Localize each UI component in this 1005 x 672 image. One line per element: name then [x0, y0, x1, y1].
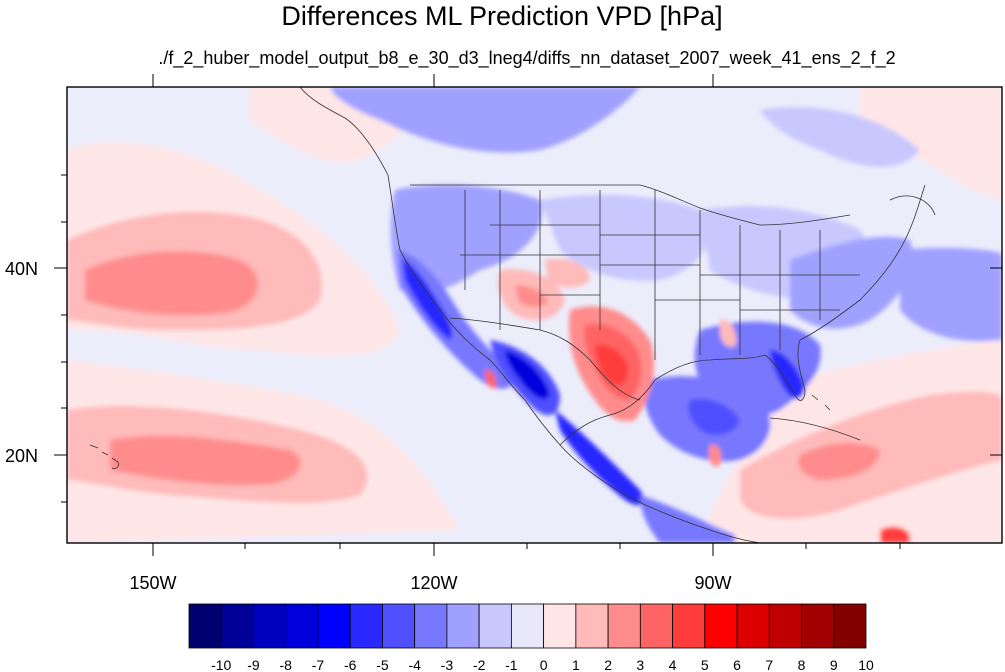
colorbar-label: 7 [765, 657, 773, 672]
colorbar-label: 1 [572, 657, 580, 672]
axis-ticks [54, 74, 1002, 556]
colorbar-labels: -10 -9 -8 -7 -6 -5 -4 -3 -2 -1 0 1 2 3 4 5 6 7 8 9 10 [211, 657, 874, 672]
colorbar-label: 3 [636, 657, 644, 672]
us-canada-border [410, 184, 851, 226]
colorbar-label: -9 [247, 657, 260, 672]
newfoundland-coast [889, 195, 936, 216]
region-red-pacific-north-core [85, 251, 259, 316]
colorbar-swatch [833, 603, 867, 649]
region-blue-atlantic-east [900, 247, 1002, 342]
colorbar-swatch [704, 603, 738, 649]
colorbar-swatch [575, 603, 609, 649]
colorbar-swatch [768, 603, 802, 649]
colorbar-label: -1 [505, 657, 518, 672]
colorbar-label: 10 [858, 657, 874, 672]
state-lines-central [599, 190, 740, 360]
colorbar-swatch [253, 603, 287, 649]
colorbar-label: 4 [669, 657, 677, 672]
colorbar-swatch [414, 603, 448, 649]
colorbar-label: 6 [733, 657, 741, 672]
colorbar-label: -4 [408, 657, 421, 672]
region-red-ohio-valley [720, 319, 737, 347]
colorbar-swatch [382, 603, 416, 649]
colorbar-label: -7 [312, 657, 325, 672]
region-blue-western-us [390, 184, 542, 294]
colorbar-swatch [672, 603, 706, 649]
region-red-pacific-south-core [110, 435, 301, 486]
colorbar-label: -8 [279, 657, 292, 672]
region-blue-baja-core [505, 350, 550, 400]
bahamas-coast [811, 394, 831, 411]
region-blue-central-america [640, 495, 735, 543]
colorbar-label: 5 [701, 657, 709, 672]
region-blue-north-pacific [330, 87, 640, 153]
lon-label-150w: 150W [129, 573, 176, 593]
lon-label-120w: 120W [410, 573, 457, 593]
colorbar-swatch [349, 603, 383, 649]
coastlines-and-borders [89, 87, 936, 543]
colorbar-swatch [639, 603, 673, 649]
vpd-difference-field [67, 87, 1002, 543]
region-blue-mexico-sierra [555, 410, 645, 506]
state-lines-west [460, 190, 600, 330]
region-red-caribbean-spot [880, 526, 910, 543]
colorbar-label: -5 [376, 657, 389, 672]
region-red-yucatan-spot [708, 444, 722, 467]
map-subtitle: ./f_2_huber_model_output_b8_e_30_d3_lneg… [158, 48, 895, 69]
gulf-coastline [559, 184, 926, 446]
state-lines-east [700, 225, 860, 355]
colorbar-swatch [478, 603, 512, 649]
colorbar-swatch [285, 603, 319, 649]
colorbar-label: 2 [604, 657, 612, 672]
colorbar-swatch [220, 603, 254, 649]
cuba-coastline [769, 417, 861, 441]
region-blue-plains [540, 194, 708, 281]
colorbar-label: 0 [540, 657, 548, 672]
colorbar-swatch [510, 603, 545, 649]
region-blue-california-core [402, 258, 452, 340]
map-title: Differences ML Prediction VPD [hPa] [281, 1, 722, 31]
lat-label-20n: 20N [5, 446, 38, 466]
region-blue-east-coast [790, 236, 913, 329]
region-blue-florida [770, 350, 805, 400]
colorbar-label: -3 [441, 657, 454, 672]
region-blue-northeast [760, 106, 920, 167]
hawaii-islands [89, 444, 119, 469]
region-red-texas-core [595, 344, 629, 386]
region-red-atlantic-core [798, 443, 880, 480]
colorbar-label: -2 [473, 657, 486, 672]
colorbar-swatch [543, 603, 577, 649]
region-red-colorado [545, 258, 590, 288]
map-area [67, 87, 1002, 543]
colorbar-swatch [736, 603, 770, 649]
colorbar-swatch [607, 603, 641, 649]
colorbar-label: -10 [211, 657, 231, 672]
region-blue-gulf-core [688, 398, 740, 436]
region-pale-pink-northeast [860, 87, 1002, 200]
colorbar-label: 9 [830, 657, 838, 672]
us-mexico-border [449, 317, 641, 401]
colorbar-swatch [188, 603, 222, 649]
lon-label-90w: 90W [694, 573, 731, 593]
colorbar-swatch [446, 603, 480, 649]
colorbar-swatch [801, 603, 835, 649]
colorbar-swatch [317, 603, 351, 649]
colorbar-label: 8 [798, 657, 806, 672]
region-red-baja-spot [484, 369, 497, 389]
colorbar: -10 -9 -8 -7 -6 -5 -4 -3 -2 -1 0 1 2 3 4 5 6 7 8 9 10 [188, 603, 874, 672]
colorbar-swatches [188, 603, 867, 649]
colorbar-label: -6 [344, 657, 357, 672]
lat-label-40n: 40N [5, 259, 38, 279]
north-america-coastline [299, 87, 761, 543]
